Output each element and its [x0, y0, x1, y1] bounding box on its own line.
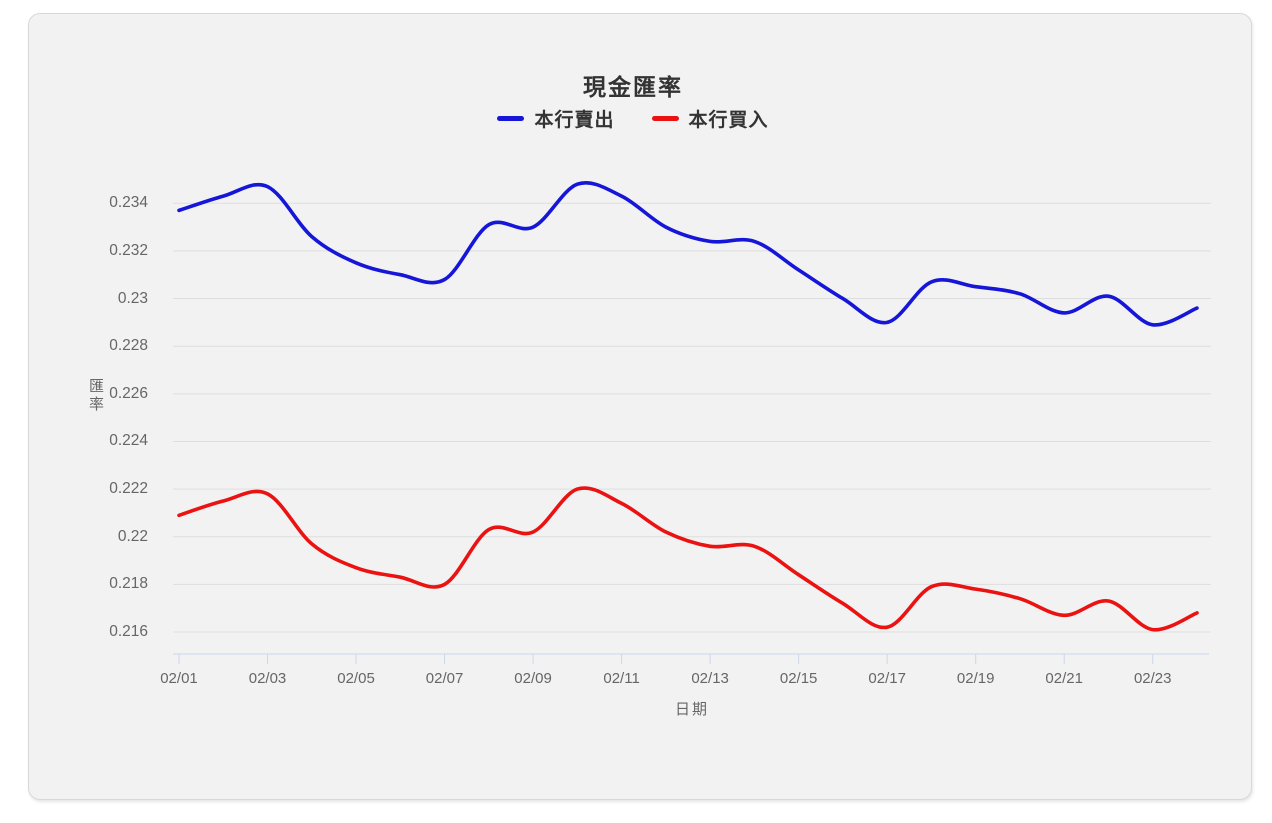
y-tick-label: 0.22 [117, 527, 148, 545]
x-tick-label: 02/17 [868, 670, 906, 687]
y-tick-label: 0.216 [109, 623, 148, 640]
legend-label-buy: 本行買入 [688, 110, 769, 131]
x-tick-label: 02/23 [1133, 670, 1172, 687]
x-tick-label: 02/21 [1045, 670, 1083, 687]
y-tick-label: 0.226 [109, 384, 148, 402]
x-tick-label: 02/11 [603, 670, 640, 687]
x-tick-label: 02/03 [248, 670, 287, 687]
x-tick-label: 02/01 [160, 670, 198, 687]
y-axis-title: 匯率 [87, 378, 104, 414]
buy-series-line [177, 486, 1199, 632]
x-tick-label: 02/19 [956, 670, 995, 687]
x-tick-label: 02/05 [337, 670, 375, 687]
legend-label-sell: 本行賣出 [534, 110, 615, 131]
legend-item-sell[interactable]: 本行賣出 [497, 105, 614, 132]
legend-item-buy[interactable]: 本行買入 [651, 105, 769, 132]
chart-title: 現金匯率 [583, 74, 683, 100]
sell-series-line [177, 181, 1199, 327]
y-tick-label: 0.218 [109, 575, 148, 593]
x-tick-label: 02/15 [779, 670, 818, 687]
y-tick-label: 0.222 [109, 480, 148, 498]
x-tick-label: 02/13 [691, 670, 729, 687]
y-tick-label: 0.232 [109, 241, 148, 259]
y-tick-label: 0.234 [109, 194, 148, 212]
buy-line-marker-icon [651, 116, 679, 121]
y-tick-label: 0.23 [117, 289, 148, 307]
x-axis-title: 日期 [674, 701, 709, 718]
x-tick-label: 02/07 [425, 670, 464, 687]
y-tick-label: 0.228 [109, 337, 148, 355]
sell-line-marker-icon [497, 116, 525, 121]
chart-card: 現金匯率 本行賣出 本行買入 匯率 日期 0.216 0.218 0.22 0.222… [28, 13, 1252, 800]
legend: 本行賣出 本行買入 [29, 105, 1237, 132]
x-tick-label: 02/09 [514, 670, 552, 687]
y-tick-label: 0.224 [109, 432, 148, 450]
